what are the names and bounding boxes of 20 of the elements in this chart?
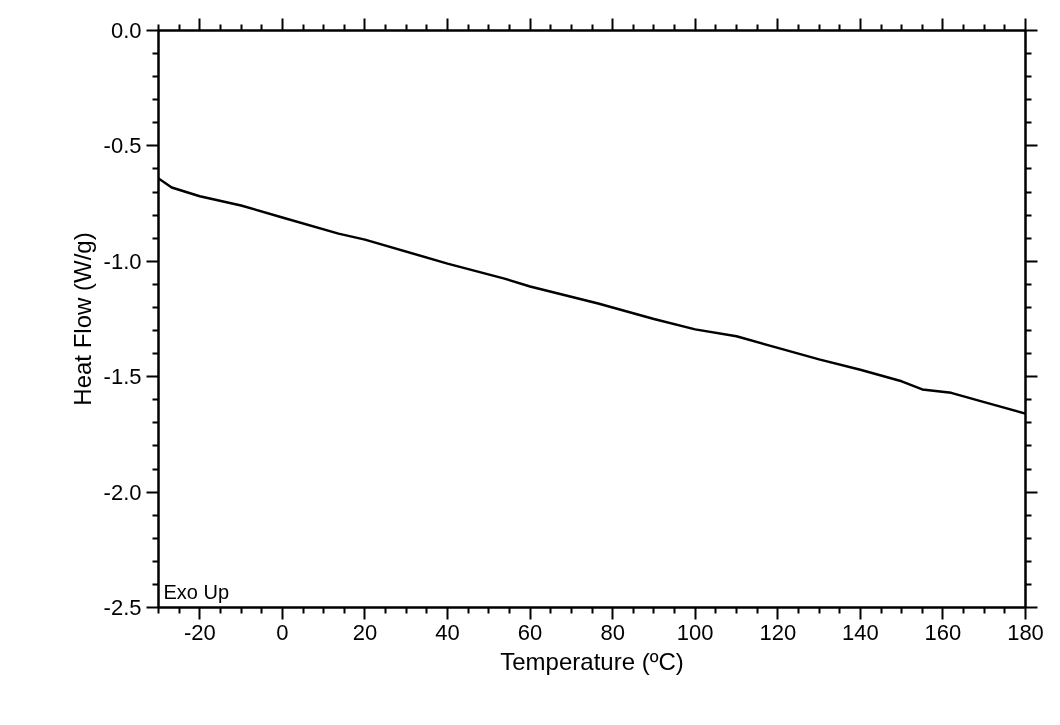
- x-tick-label: 20: [352, 619, 378, 645]
- y-tick-label: -2.5: [103, 595, 142, 620]
- y-axis-title: Heat Flow (W/g): [68, 232, 96, 406]
- x-tick-label: -20: [183, 619, 216, 645]
- y-tick-label: -1.0: [103, 248, 142, 274]
- y-tick-label: 0.0: [110, 18, 142, 43]
- x-tick-label: 160: [924, 619, 962, 645]
- x-tick-label: 40: [435, 619, 460, 645]
- annotation: Exo Up: [163, 580, 230, 603]
- x-axis-title: Temperature (ºC): [500, 647, 684, 675]
- x-tick-label: 0: [276, 619, 289, 645]
- x-tick-label: 180: [1007, 619, 1044, 645]
- y-tick-label: -1.5: [103, 364, 142, 390]
- y-tick-label: -2.0: [103, 479, 142, 505]
- x-tick-label: 140: [842, 619, 879, 645]
- x-tick-label: 80: [600, 619, 625, 645]
- y-tick-label: -0.5: [103, 133, 142, 159]
- x-tick-label: 100: [676, 619, 714, 645]
- x-tick-label: 120: [759, 619, 797, 645]
- x-tick-label: 60: [517, 619, 543, 645]
